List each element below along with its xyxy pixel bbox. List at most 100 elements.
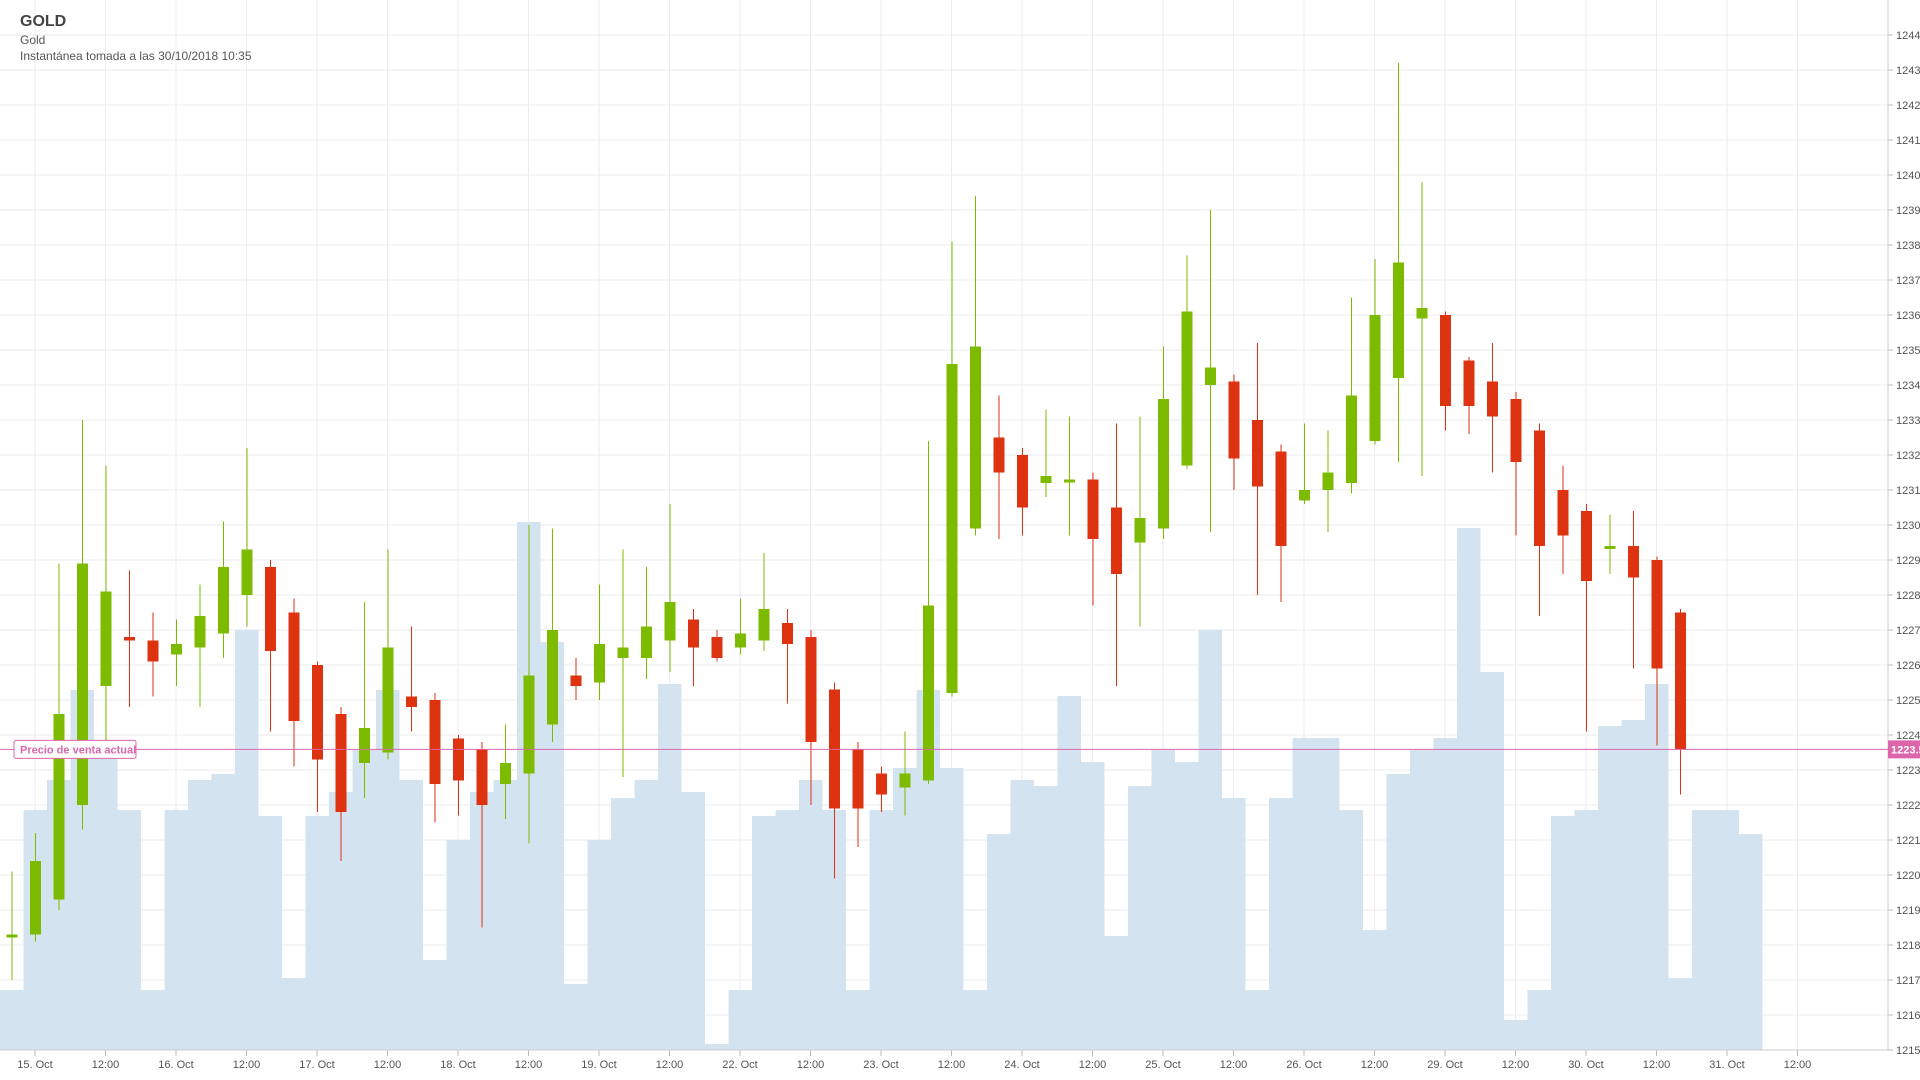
x-tick-label: 19. Oct bbox=[581, 1059, 616, 1071]
volume-bar bbox=[1739, 834, 1763, 1050]
volume-bar bbox=[352, 750, 376, 1050]
candle-body-up bbox=[1181, 311, 1193, 466]
x-tick-label: 16. Oct bbox=[158, 1059, 193, 1071]
volume-bar bbox=[1645, 684, 1669, 1050]
chart-title: GOLD bbox=[20, 13, 67, 30]
candle-body-up bbox=[617, 647, 629, 658]
y-tick-label: 1220.00 bbox=[1896, 870, 1920, 882]
volume-bar bbox=[846, 990, 870, 1050]
x-tick-label: 31. Oct bbox=[1709, 1059, 1744, 1071]
candle-body-down bbox=[1487, 381, 1498, 417]
volume-bar bbox=[634, 780, 658, 1050]
candle-body-up bbox=[100, 591, 112, 686]
y-tick-label: 1218.00 bbox=[1896, 940, 1920, 952]
volume-bar bbox=[611, 798, 635, 1050]
candle-body-down bbox=[1581, 511, 1592, 581]
candle-body-up bbox=[500, 763, 511, 784]
volume-bar bbox=[799, 780, 823, 1050]
volume-bar bbox=[564, 984, 588, 1050]
x-tick-label: 30. Oct bbox=[1568, 1059, 1603, 1071]
current-price-tag bbox=[1888, 740, 1920, 759]
y-tick-label: 1224.00 bbox=[1896, 730, 1920, 742]
candle-body-down bbox=[1087, 479, 1099, 539]
x-tick-label: 12:00 bbox=[515, 1059, 543, 1071]
volume-bar bbox=[1034, 786, 1058, 1050]
y-tick-label: 1229.00 bbox=[1896, 555, 1920, 567]
y-tick-label: 1216.00 bbox=[1896, 1010, 1920, 1022]
y-tick-label: 1239.00 bbox=[1896, 205, 1920, 217]
x-tick-label: 17. Oct bbox=[299, 1059, 334, 1071]
candle-body-up bbox=[218, 567, 229, 634]
y-tick-label: 1223.00 bbox=[1896, 765, 1920, 777]
volume-bar bbox=[235, 630, 259, 1050]
x-tick-label: 12:00 bbox=[1220, 1059, 1248, 1071]
volume-bar bbox=[1598, 726, 1622, 1050]
candle-body-up bbox=[1064, 479, 1075, 483]
snapshot-timestamp: Instantánea tomada a las 30/10/2018 10:3… bbox=[20, 49, 252, 63]
volume-bar bbox=[775, 810, 799, 1050]
candle-body-up bbox=[1369, 315, 1381, 441]
candle-body-down bbox=[429, 700, 441, 784]
volume-bar bbox=[188, 780, 212, 1050]
x-tick-label: 12:00 bbox=[1502, 1059, 1530, 1071]
candle-body-up bbox=[53, 714, 65, 900]
volume-bar bbox=[1363, 930, 1387, 1050]
x-tick-label: 12:00 bbox=[1784, 1059, 1812, 1071]
volume-bar bbox=[117, 810, 141, 1050]
x-tick-label: 24. Oct bbox=[1004, 1059, 1039, 1071]
x-tick-label: 12:00 bbox=[233, 1059, 261, 1071]
volume-bar bbox=[1104, 936, 1128, 1050]
y-tick-label: 1222.00 bbox=[1896, 800, 1920, 812]
candle-body-up bbox=[946, 364, 958, 693]
volume-bar bbox=[1457, 528, 1481, 1050]
x-tick-label: 23. Oct bbox=[863, 1059, 898, 1071]
candle-body-down bbox=[1463, 360, 1475, 406]
candle-body-up bbox=[523, 675, 535, 774]
x-tick-label: 12:00 bbox=[374, 1059, 402, 1071]
volume-bar bbox=[399, 780, 423, 1050]
y-tick-label: 1237.00 bbox=[1896, 275, 1920, 287]
candle-body-up bbox=[1393, 262, 1404, 378]
y-tick-label: 1243.00 bbox=[1896, 65, 1920, 77]
candle-body-down bbox=[1534, 430, 1545, 546]
volume-bar bbox=[681, 792, 705, 1050]
candle-body-up bbox=[735, 633, 746, 648]
candle-body-up bbox=[970, 346, 981, 529]
current-price-value: 1223.59 bbox=[1891, 744, 1920, 756]
candle-body-up bbox=[547, 630, 558, 725]
x-tick-label: 12:00 bbox=[938, 1059, 966, 1071]
candle-body-up bbox=[1346, 395, 1357, 483]
candle-body-down bbox=[1017, 455, 1028, 508]
candle-body-down bbox=[1440, 315, 1451, 406]
y-tick-label: 1231.00 bbox=[1896, 485, 1920, 497]
volume-bar bbox=[1504, 1020, 1528, 1050]
candle-body-down bbox=[453, 738, 464, 781]
chart-subtitle: Gold bbox=[20, 33, 46, 47]
volume-bar bbox=[963, 990, 987, 1050]
candle-body-up bbox=[1158, 399, 1169, 529]
volume-bar bbox=[940, 768, 964, 1050]
candle-body-up bbox=[194, 616, 206, 648]
volume-bar bbox=[1292, 738, 1316, 1050]
y-tick-label: 1242.00 bbox=[1896, 100, 1920, 112]
candle-body-up bbox=[171, 644, 182, 655]
x-tick-label: 12:00 bbox=[1361, 1059, 1389, 1071]
volume-bar bbox=[1480, 672, 1504, 1050]
volume-bar bbox=[1057, 696, 1081, 1050]
volume-bar bbox=[752, 816, 776, 1050]
volume-bar bbox=[1010, 780, 1034, 1050]
candle-body-up bbox=[899, 773, 911, 788]
candle-body-down bbox=[1228, 381, 1240, 459]
x-tick-label: 29. Oct bbox=[1427, 1059, 1462, 1071]
volume-bar bbox=[1433, 738, 1457, 1050]
volume-bar bbox=[141, 990, 165, 1050]
candle-body-up bbox=[1322, 472, 1334, 490]
volume-bar bbox=[1316, 738, 1340, 1050]
volume-bar bbox=[1621, 720, 1645, 1050]
volume-bar bbox=[1668, 978, 1692, 1050]
y-tick-label: 1240.00 bbox=[1896, 170, 1920, 182]
volume-bar bbox=[282, 978, 306, 1050]
volume-bar bbox=[305, 816, 329, 1050]
